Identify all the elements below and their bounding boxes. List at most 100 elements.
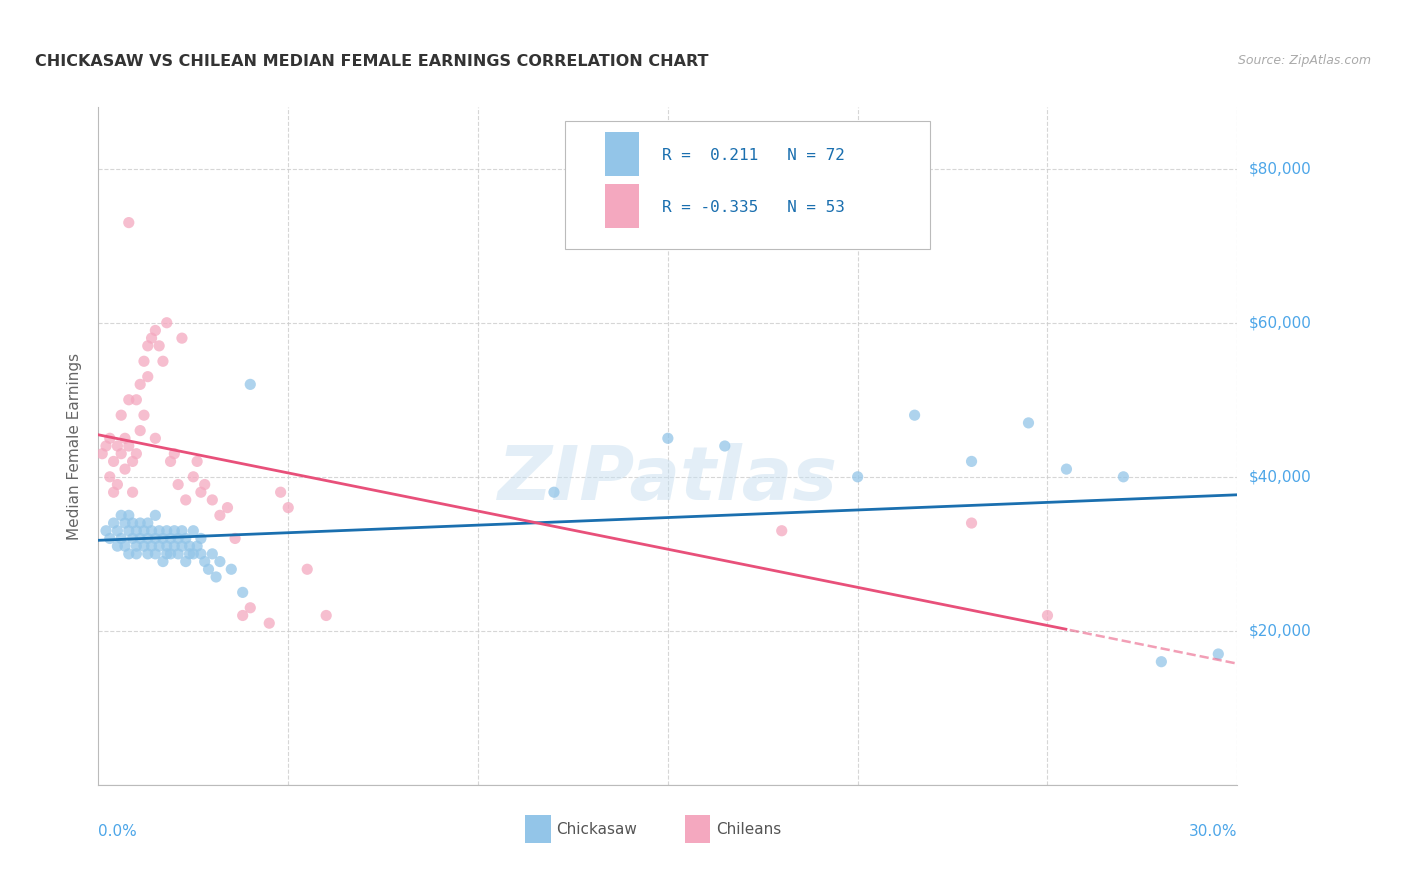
Point xyxy=(167,547,190,561)
Point xyxy=(194,477,217,491)
Point xyxy=(205,570,228,584)
Point xyxy=(98,470,121,484)
Point xyxy=(132,354,155,368)
Point xyxy=(1112,470,1135,484)
Point xyxy=(183,547,205,561)
Point xyxy=(152,532,174,546)
Point xyxy=(186,539,208,553)
Text: $60,000: $60,000 xyxy=(1249,315,1312,330)
Point xyxy=(118,508,141,523)
Point xyxy=(1036,608,1059,623)
Point xyxy=(167,477,190,491)
Point xyxy=(125,524,148,538)
Point xyxy=(110,447,132,461)
Point xyxy=(259,616,281,631)
Point xyxy=(114,462,136,476)
Point xyxy=(179,547,201,561)
Point xyxy=(543,485,565,500)
Point xyxy=(118,547,141,561)
Point xyxy=(107,439,129,453)
Point xyxy=(114,431,136,445)
Point xyxy=(170,539,193,553)
Point xyxy=(121,485,143,500)
Point xyxy=(118,216,141,230)
Point xyxy=(714,439,737,453)
Point xyxy=(141,331,163,345)
Point xyxy=(136,532,159,546)
Point xyxy=(201,547,224,561)
Point xyxy=(190,532,212,546)
Point xyxy=(201,492,224,507)
Point xyxy=(170,524,193,538)
Point xyxy=(163,524,186,538)
Point xyxy=(221,562,243,576)
Text: $40,000: $40,000 xyxy=(1249,469,1312,484)
Point xyxy=(91,447,114,461)
Point xyxy=(208,508,231,523)
Point xyxy=(129,377,152,392)
Point xyxy=(217,500,239,515)
Point xyxy=(197,562,219,576)
Point xyxy=(148,339,170,353)
Point xyxy=(103,485,125,500)
Point xyxy=(315,608,337,623)
Text: Source: ZipAtlas.com: Source: ZipAtlas.com xyxy=(1237,54,1371,67)
Point xyxy=(114,516,136,530)
Point xyxy=(125,447,148,461)
Point xyxy=(156,539,179,553)
Point xyxy=(125,392,148,407)
Point xyxy=(270,485,292,500)
Point xyxy=(145,532,167,546)
Point xyxy=(148,539,170,553)
Point xyxy=(129,516,152,530)
Point xyxy=(132,539,155,553)
Point xyxy=(163,447,186,461)
Point xyxy=(159,532,181,546)
Point xyxy=(98,532,121,546)
Point xyxy=(239,377,262,392)
Point xyxy=(118,524,141,538)
Text: Chickasaw: Chickasaw xyxy=(557,822,637,837)
Text: ZIPatlas: ZIPatlas xyxy=(498,443,838,516)
Text: R = -0.335   N = 53: R = -0.335 N = 53 xyxy=(662,200,845,215)
Point xyxy=(904,408,927,422)
Point xyxy=(174,532,197,546)
Point xyxy=(224,532,246,546)
Bar xyxy=(605,132,640,176)
Text: $20,000: $20,000 xyxy=(1249,624,1312,639)
Point xyxy=(208,555,231,569)
Point xyxy=(167,532,190,546)
Point xyxy=(136,369,159,384)
Point xyxy=(277,500,299,515)
Point xyxy=(152,555,174,569)
Point xyxy=(297,562,319,576)
Point xyxy=(107,539,129,553)
Point xyxy=(156,547,179,561)
Point xyxy=(129,424,152,438)
Point xyxy=(110,508,132,523)
Point xyxy=(114,539,136,553)
Point xyxy=(174,492,197,507)
Point xyxy=(1056,462,1078,476)
Bar xyxy=(526,815,551,843)
Point xyxy=(159,454,181,468)
Point xyxy=(145,431,167,445)
Point xyxy=(156,524,179,538)
Point xyxy=(239,600,262,615)
Point xyxy=(141,524,163,538)
Point xyxy=(232,608,254,623)
Point xyxy=(190,485,212,500)
Point xyxy=(152,354,174,368)
Point xyxy=(770,524,793,538)
Point xyxy=(136,339,159,353)
Point xyxy=(110,532,132,546)
Point xyxy=(103,454,125,468)
Point xyxy=(186,454,208,468)
Point xyxy=(960,454,983,468)
Point xyxy=(163,539,186,553)
Point xyxy=(145,508,167,523)
Text: R =  0.211   N = 72: R = 0.211 N = 72 xyxy=(662,148,845,163)
Point xyxy=(121,454,143,468)
Point xyxy=(129,532,152,546)
Point xyxy=(1018,416,1040,430)
